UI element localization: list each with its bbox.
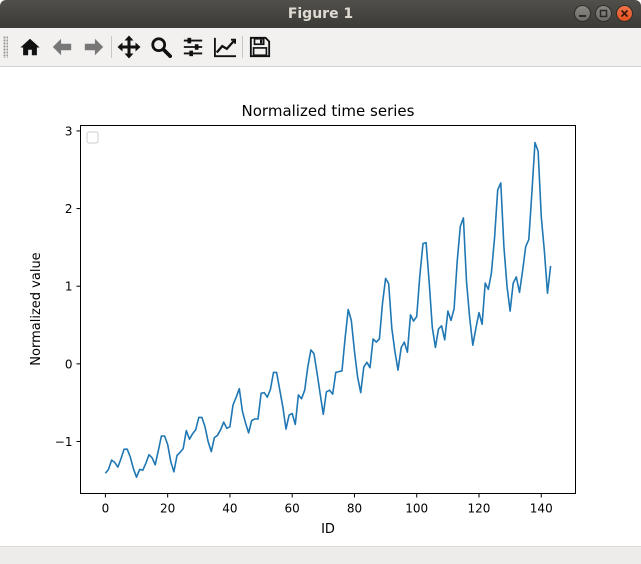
x-tick-label: 60 <box>285 502 300 516</box>
save-button[interactable] <box>244 31 276 63</box>
move-icon <box>117 35 141 59</box>
minimize-button[interactable] <box>574 5 591 22</box>
toolbar-grip[interactable] <box>3 36 8 58</box>
line-chart: Normalized time series ID Normalized val… <box>29 102 576 537</box>
maximize-button[interactable] <box>595 5 612 22</box>
chart-title: Normalized time series <box>242 102 415 120</box>
y-tick-label: 2 <box>65 202 73 216</box>
navigation-toolbar <box>0 28 641 67</box>
x-tick-label: 140 <box>530 502 553 516</box>
toolbar-separator <box>242 36 243 58</box>
maximize-icon <box>599 9 608 18</box>
window-titlebar: Figure 1 <box>0 0 641 28</box>
zoom-icon <box>151 37 172 58</box>
back-button[interactable] <box>46 31 78 63</box>
y-axis-label: Normalized value <box>29 252 44 365</box>
legend-box <box>86 131 99 144</box>
plot-area <box>104 141 552 479</box>
y-tick-label: 1 <box>65 280 73 294</box>
customize-button[interactable] <box>209 31 241 63</box>
close-button[interactable] <box>616 5 633 22</box>
sliders-icon <box>183 37 203 57</box>
home-icon <box>20 38 40 56</box>
close-icon <box>620 9 629 18</box>
x-tick-label: 0 <box>102 502 110 516</box>
figure-canvas[interactable]: Normalized time series ID Normalized val… <box>0 67 641 546</box>
line-chart-icon <box>214 37 236 58</box>
home-button[interactable] <box>14 31 46 63</box>
pan-button[interactable] <box>113 31 145 63</box>
x-tick-label: 20 <box>160 502 175 516</box>
y-tick-label: −1 <box>55 435 73 449</box>
save-icon <box>249 36 271 58</box>
subplots-button[interactable] <box>177 31 209 63</box>
window-title: Figure 1 <box>287 6 354 22</box>
arrow-right-icon <box>84 38 104 56</box>
x-tick-label: 40 <box>222 502 237 516</box>
y-tick-label: 0 <box>65 357 73 371</box>
window-controls <box>574 5 633 22</box>
x-tick-label: 100 <box>405 502 428 516</box>
forward-button[interactable] <box>78 31 110 63</box>
axes-frame <box>80 125 576 494</box>
y-tick-label: 3 <box>65 124 73 138</box>
x-tick-label: 80 <box>347 502 362 516</box>
x-tick-label: 120 <box>468 502 491 516</box>
toolbar-separator <box>111 36 112 58</box>
data-series-line <box>104 141 552 479</box>
arrow-left-icon <box>52 38 72 56</box>
x-axis-label: ID <box>321 522 335 537</box>
status-bar <box>0 546 641 564</box>
minimize-icon <box>579 15 586 17</box>
zoom-button[interactable] <box>145 31 177 63</box>
